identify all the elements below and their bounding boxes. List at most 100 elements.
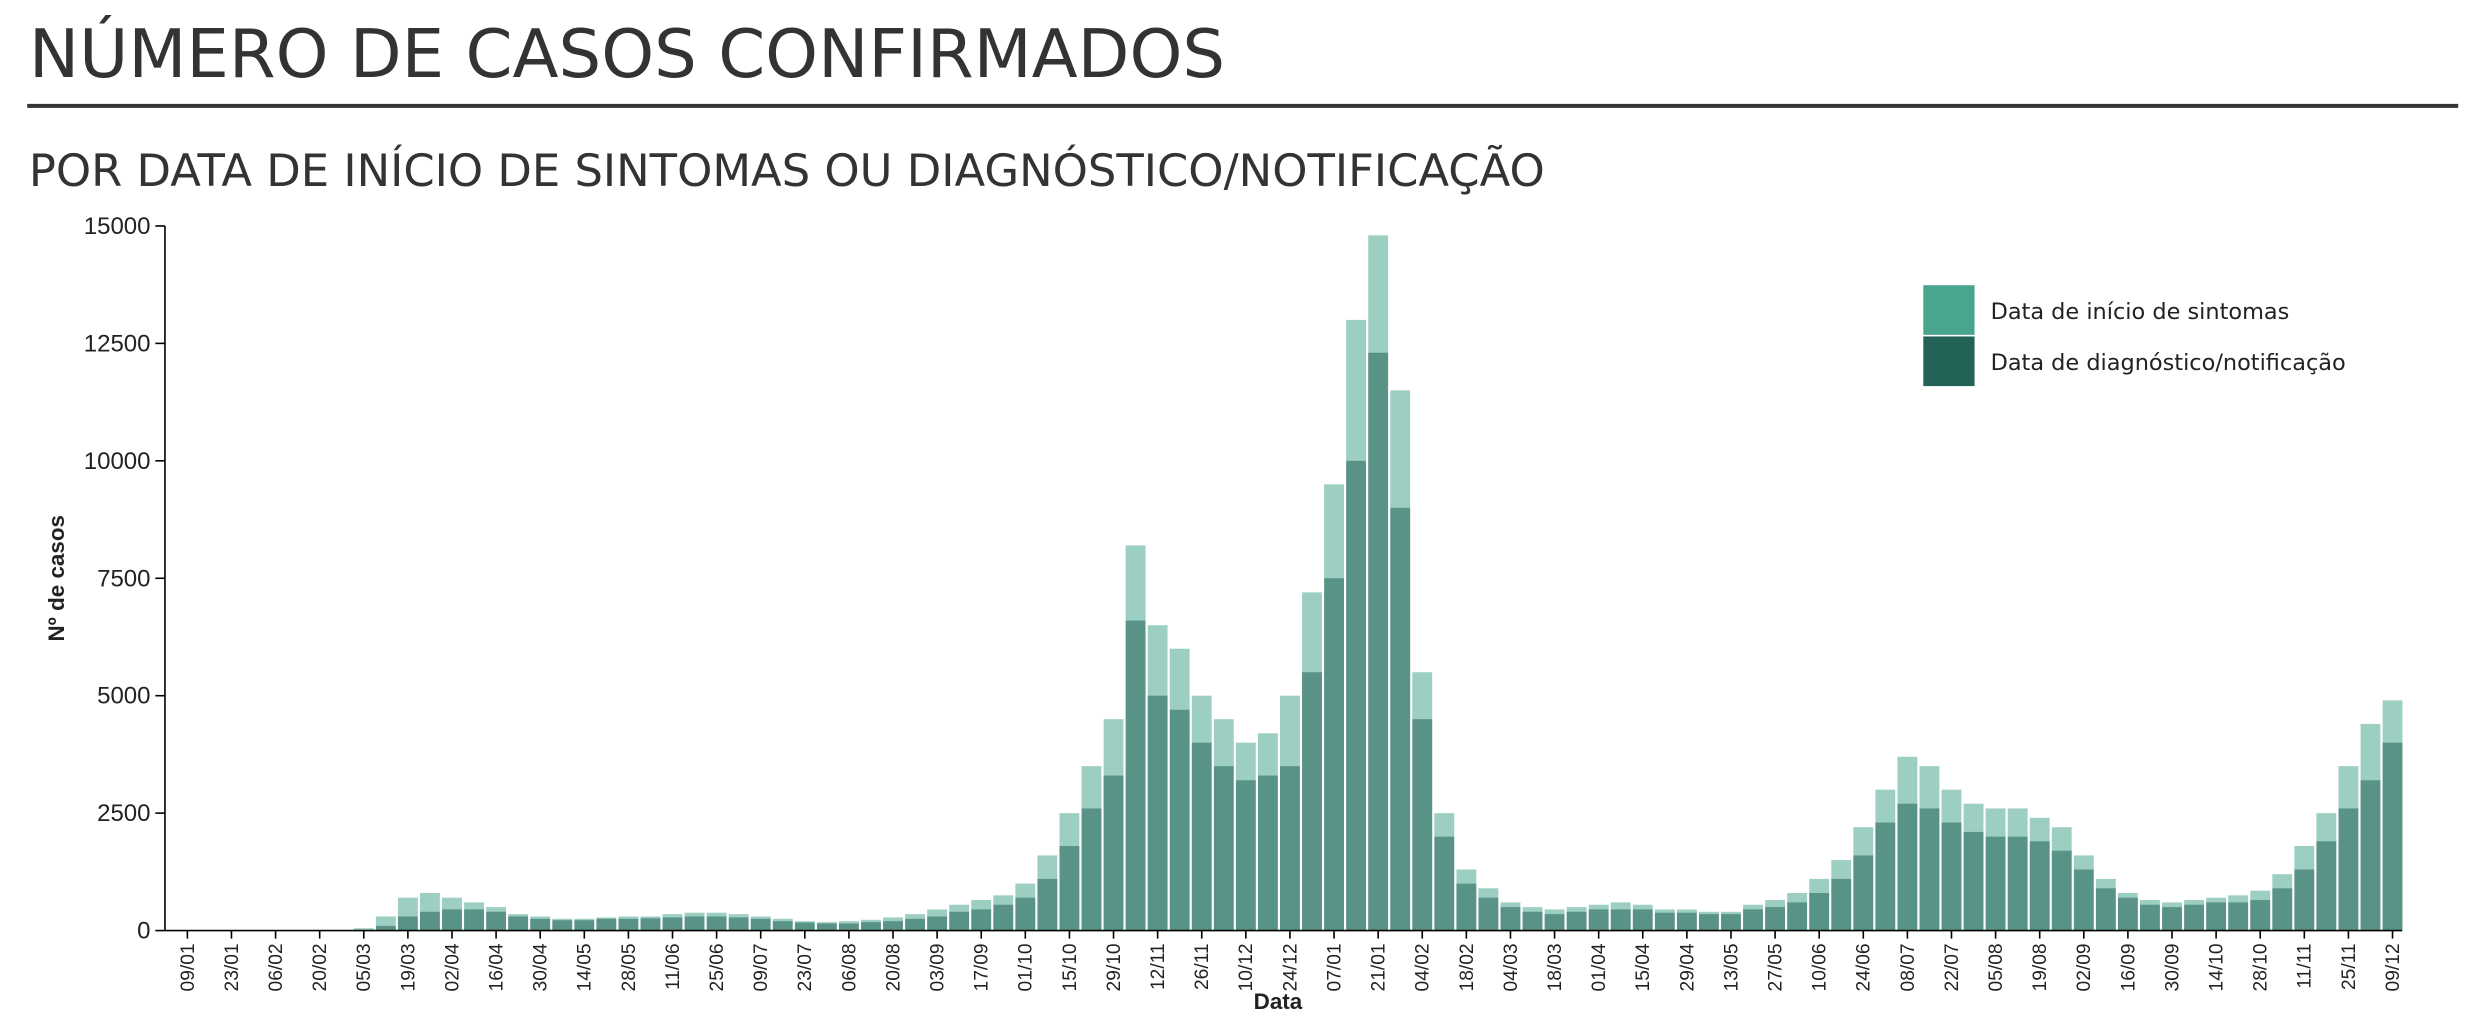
bar bbox=[2294, 869, 2315, 931]
bar bbox=[2073, 869, 2094, 931]
bar bbox=[1500, 907, 1521, 931]
bar bbox=[1456, 883, 1477, 931]
x-tick-label: 18/02 bbox=[1457, 943, 1478, 991]
x-tick-label: 14/05 bbox=[575, 943, 596, 991]
x-tick-label: 29/04 bbox=[1677, 943, 1698, 991]
x-tick-label: 18/03 bbox=[1545, 943, 1566, 991]
bar bbox=[508, 916, 529, 931]
y-tick-label: 0 bbox=[137, 918, 150, 945]
bar bbox=[2228, 902, 2249, 931]
bar bbox=[1897, 803, 1918, 931]
bar bbox=[552, 920, 573, 931]
bar bbox=[1147, 695, 1168, 931]
y-tick-label: 7500 bbox=[97, 565, 150, 592]
y-tick-label: 15000 bbox=[84, 213, 151, 240]
x-tick-label: 14/10 bbox=[2207, 943, 2228, 991]
bar bbox=[1434, 836, 1455, 931]
x-tick-label: 16/04 bbox=[486, 943, 507, 991]
y-tick-label: 10000 bbox=[84, 448, 151, 475]
x-tick-label: 19/03 bbox=[398, 943, 419, 991]
y-tick-label: 5000 bbox=[97, 683, 150, 710]
x-tick-label: 23/07 bbox=[795, 943, 816, 991]
bar bbox=[2184, 904, 2204, 931]
bar bbox=[927, 916, 948, 931]
bar bbox=[596, 918, 617, 931]
bar bbox=[1765, 907, 1786, 931]
x-tick-label: 01/10 bbox=[1016, 943, 1037, 991]
x-tick-label: 26/11 bbox=[1192, 943, 1213, 990]
bar bbox=[1544, 914, 1565, 931]
bar bbox=[794, 922, 815, 931]
bar bbox=[905, 918, 925, 931]
bar bbox=[530, 918, 551, 931]
bar bbox=[971, 909, 992, 931]
x-tick-label: 23/01 bbox=[222, 943, 243, 991]
bar bbox=[1566, 911, 1587, 931]
bar bbox=[883, 921, 903, 931]
x-tick-label: 25/11 bbox=[2339, 943, 2360, 990]
x-tick-label: 30/09 bbox=[2162, 943, 2183, 991]
bar bbox=[1015, 897, 1036, 931]
bar bbox=[1699, 914, 1719, 931]
x-tick-label: 20/02 bbox=[310, 943, 331, 991]
x-tick-label: 04/03 bbox=[1501, 943, 1522, 991]
bar bbox=[1257, 775, 1278, 931]
bar bbox=[993, 904, 1014, 931]
bar bbox=[397, 916, 418, 931]
bar bbox=[2250, 900, 2271, 931]
x-axis-label: Data bbox=[1254, 989, 1303, 1014]
bar bbox=[2140, 904, 2160, 931]
bar bbox=[2272, 888, 2293, 931]
bar bbox=[1654, 912, 1675, 931]
bar bbox=[750, 918, 771, 931]
bar bbox=[2162, 907, 2182, 931]
x-tick-label: 21/01 bbox=[1369, 943, 1390, 991]
bar bbox=[706, 916, 727, 931]
bar bbox=[1280, 766, 1300, 931]
bar bbox=[486, 911, 507, 931]
bar bbox=[1412, 719, 1433, 931]
bar bbox=[949, 911, 970, 931]
bar bbox=[2382, 742, 2403, 931]
bar bbox=[1103, 775, 1124, 931]
x-tick-label: 10/12 bbox=[1236, 943, 1257, 991]
x-tick-label: 05/03 bbox=[354, 943, 375, 991]
x-tick-label: 15/10 bbox=[1060, 943, 1081, 991]
x-tick-label: 28/05 bbox=[619, 943, 640, 991]
bar bbox=[816, 923, 837, 931]
bar bbox=[1235, 780, 1256, 931]
x-tick-label: 15/04 bbox=[1633, 943, 1654, 991]
bar bbox=[574, 920, 595, 931]
bar bbox=[1853, 855, 1874, 931]
x-tick-label: 25/06 bbox=[707, 943, 728, 991]
bar bbox=[728, 917, 749, 931]
x-tick-label: 24/06 bbox=[1854, 943, 1875, 991]
x-tick-label: 30/04 bbox=[531, 943, 552, 991]
bar bbox=[2029, 841, 2050, 931]
bar bbox=[1390, 507, 1411, 931]
bar bbox=[772, 921, 793, 931]
bar bbox=[1743, 909, 1763, 931]
bar bbox=[1037, 878, 1058, 931]
x-tick-label: 06/02 bbox=[266, 943, 287, 991]
x-tick-label: 20/08 bbox=[883, 943, 904, 991]
x-tick-label: 02/09 bbox=[2074, 943, 2095, 991]
bar bbox=[618, 918, 639, 931]
bar bbox=[1721, 914, 1741, 931]
bar bbox=[1941, 822, 1962, 931]
bar bbox=[1875, 822, 1896, 931]
bar bbox=[2338, 808, 2359, 931]
x-tick-label: 06/08 bbox=[839, 943, 860, 991]
x-tick-label: 04/02 bbox=[1413, 943, 1434, 991]
chart-title: NÚMERO DE CASOS CONFIRMADOS bbox=[29, 14, 1225, 93]
bar bbox=[1676, 912, 1697, 931]
chart-subtitle: POR DATA DE INÍCIO DE SINTOMAS OU DIAGNÓ… bbox=[29, 144, 1545, 197]
bar bbox=[1081, 808, 1102, 931]
bar bbox=[662, 917, 683, 931]
bar bbox=[1302, 672, 1322, 931]
bar bbox=[1346, 460, 1367, 931]
bar bbox=[1478, 897, 1499, 931]
bar bbox=[1809, 892, 1830, 931]
x-tick-label: 27/05 bbox=[1765, 943, 1786, 991]
